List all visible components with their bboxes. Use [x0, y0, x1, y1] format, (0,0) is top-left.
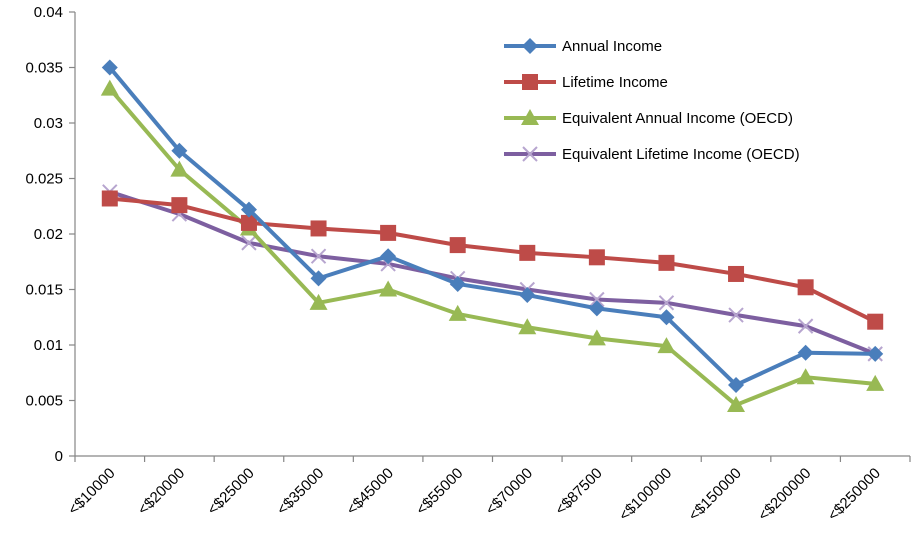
data-point — [310, 270, 327, 287]
series-1 — [101, 190, 884, 330]
y-tick-label: 0.02 — [34, 226, 63, 243]
series-line — [108, 87, 876, 407]
data-point — [309, 293, 328, 310]
legend-marker — [522, 38, 538, 54]
data-point — [867, 345, 884, 362]
data-point — [797, 279, 814, 296]
axes: 0 0.005 0.01 0.015 0.02 0.025 0.03 0.035 0.04 <$1… — [25, 4, 911, 525]
legend-entry: Annual Income — [504, 38, 662, 55]
series-line — [109, 189, 876, 356]
data-point — [657, 337, 676, 354]
y-tick-label: 0 — [55, 448, 63, 465]
data-point — [588, 249, 605, 266]
x-marker-stroke — [589, 291, 605, 308]
series-0 — [101, 59, 884, 393]
data-point — [380, 248, 397, 265]
data-point — [658, 254, 675, 271]
data-point — [797, 344, 814, 361]
data-point — [241, 235, 257, 251]
y-tick-label: 0.04 — [34, 4, 63, 21]
x-tick-label: <$87500 — [552, 465, 606, 519]
x-tick-label: <$150000 — [685, 465, 745, 525]
legend-label: Equivalent Lifetime Income (OECD) — [562, 146, 800, 163]
data-point — [100, 79, 119, 96]
data-point — [728, 307, 744, 323]
data-point — [588, 300, 605, 317]
legend-marker — [522, 74, 538, 90]
data-point — [171, 142, 188, 159]
series-layer — [100, 59, 885, 412]
x-tick-label: <$70000 — [483, 465, 537, 519]
data-point — [101, 190, 118, 207]
x-tick-label: <$25000 — [204, 465, 258, 519]
x-marker-stroke — [658, 295, 675, 311]
data-point — [379, 280, 398, 297]
x-tick-label: <$20000 — [135, 465, 189, 519]
x-marker-stroke — [728, 307, 744, 323]
series-3 — [102, 184, 883, 362]
y-tick-label: 0.005 — [25, 393, 63, 410]
data-point — [310, 220, 327, 237]
x-marker-stroke — [522, 146, 538, 162]
series-2 — [100, 79, 885, 412]
data-point — [519, 244, 536, 261]
y-tick-label: 0.015 — [25, 282, 63, 299]
x-tick-label: <$10000 — [65, 465, 119, 519]
y-tick-label: 0.01 — [34, 337, 63, 354]
legend-entry: Equivalent Lifetime Income (OECD) — [504, 146, 800, 163]
series-line — [109, 196, 877, 324]
data-point — [728, 376, 745, 393]
series-line — [108, 66, 876, 387]
legend-label: Equivalent Annual Income (OECD) — [562, 110, 793, 127]
y-tick-label: 0.03 — [34, 115, 63, 132]
y-tick-label: 0.025 — [25, 171, 63, 188]
data-point — [240, 214, 257, 231]
data-point — [518, 318, 537, 335]
legend-label: Annual Income — [562, 38, 662, 55]
data-point — [867, 313, 884, 330]
data-point — [171, 197, 188, 214]
x-tick-label: <$100000 — [616, 465, 676, 525]
legend: Annual Income Lifetime Income Equivalent A… — [504, 38, 800, 163]
x-tick-label: <$35000 — [274, 465, 328, 519]
data-point — [866, 374, 885, 391]
legend-entry: Lifetime Income — [504, 74, 668, 91]
data-point — [658, 295, 675, 311]
data-point — [658, 309, 675, 326]
data-point — [727, 395, 746, 412]
data-point — [587, 329, 606, 346]
x-tick-label: <$250000 — [825, 465, 885, 525]
data-point — [796, 368, 815, 385]
data-point — [728, 265, 745, 282]
data-point — [170, 160, 189, 177]
x-marker-stroke — [310, 248, 327, 264]
legend-label: Lifetime Income — [562, 74, 668, 91]
x-tick-label: <$55000 — [413, 465, 467, 519]
x-tick-label: <$45000 — [343, 465, 397, 519]
y-tick-label: 0.035 — [25, 60, 63, 77]
x-tick-label: <$200000 — [755, 465, 815, 525]
data-point — [797, 318, 814, 334]
legend-marker — [521, 109, 539, 125]
data-point — [310, 248, 327, 264]
legend-entry: Equivalent Annual Income (OECD) — [504, 109, 793, 127]
data-point — [101, 59, 118, 76]
data-point — [589, 291, 605, 308]
legend-marker — [522, 146, 538, 162]
data-point — [448, 304, 467, 321]
data-point — [519, 287, 536, 304]
x-marker-stroke — [797, 318, 814, 334]
data-point — [449, 237, 466, 254]
data-point — [240, 201, 257, 218]
x-marker-stroke — [241, 235, 257, 251]
data-point — [380, 224, 397, 241]
data-point — [449, 275, 466, 292]
